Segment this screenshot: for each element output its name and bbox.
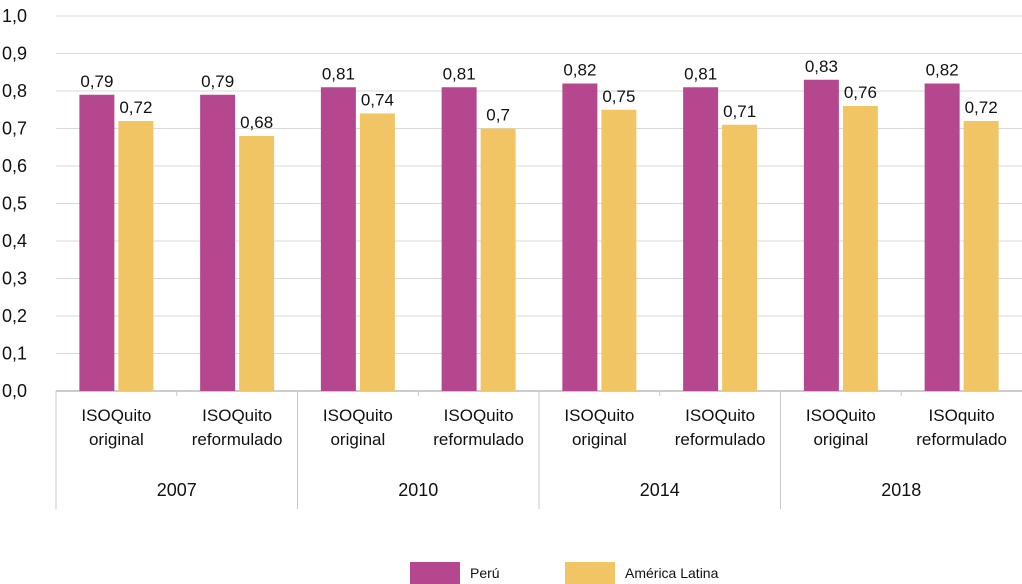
year-label: 2007: [157, 480, 197, 500]
y-tick-label: 0,0: [2, 381, 27, 401]
data-label: 0,76: [844, 83, 877, 102]
data-label: 0,74: [361, 91, 394, 110]
y-tick-label: 0,7: [2, 119, 27, 139]
legend-swatch-america-latina: [565, 562, 615, 584]
x-tick-label: ISOQuito: [806, 406, 876, 425]
data-label: 0,81: [684, 64, 717, 83]
y-tick-label: 0,8: [2, 81, 27, 101]
legend-label-peru: Perú: [470, 565, 500, 581]
legend-item-peru: Perú: [410, 562, 500, 584]
bar: [359, 113, 395, 391]
x-tick-label: original: [572, 430, 627, 449]
x-tick-label: reformulado: [675, 430, 766, 449]
year-label: 2018: [881, 480, 921, 500]
y-tick-label: 0,6: [2, 156, 27, 176]
bar: [480, 128, 516, 391]
bar: [441, 87, 477, 391]
bar: [79, 94, 115, 391]
bar: [963, 121, 999, 391]
data-label: 0,81: [322, 64, 355, 83]
y-tick-label: 0,4: [2, 231, 27, 251]
y-tick-label: 1,0: [2, 6, 27, 26]
data-label: 0,71: [723, 102, 756, 121]
y-tick-label: 0,9: [2, 44, 27, 64]
bar-chart: 0,0 0,1 0,2 0,3 0,4 0,5 0,6 0,7 0,8 0,9 1,0 0,79 0,7…: [2, 6, 1022, 509]
data-label: 0,7: [486, 106, 510, 125]
y-tick-label: 0,3: [2, 269, 27, 289]
bar: [320, 87, 356, 391]
bar: [562, 83, 598, 391]
x-tick-label: ISOQuito: [323, 406, 393, 425]
legend-swatch-peru: [410, 562, 460, 584]
data-label: 0,68: [240, 113, 273, 132]
y-tick-label: 0,1: [2, 344, 27, 364]
x-tick-label: original: [813, 430, 868, 449]
bar: [239, 136, 275, 391]
x-tick-label: reformulado: [433, 430, 524, 449]
data-label: 0,75: [602, 87, 635, 106]
legend-label-america-latina: América Latina: [625, 565, 719, 581]
x-tick-label: original: [89, 430, 144, 449]
year-label: 2010: [398, 480, 438, 500]
bar: [722, 124, 758, 391]
data-label: 0,79: [80, 72, 113, 91]
x-tick-label: ISOQuito: [444, 406, 514, 425]
data-label: 0,81: [443, 64, 476, 83]
bar: [683, 87, 719, 391]
data-label: 0,82: [926, 61, 959, 80]
bar: [924, 83, 960, 391]
data-label: 0,83: [805, 57, 838, 76]
bar: [803, 79, 839, 391]
bar: [601, 109, 637, 391]
x-tick-label: reformulado: [916, 430, 1007, 449]
bar: [200, 94, 236, 391]
x-tick-label: ISOquito: [929, 406, 995, 425]
year-label: 2014: [640, 480, 680, 500]
data-label: 0,72: [965, 98, 998, 117]
y-tick-label: 0,5: [2, 194, 27, 214]
x-tick-label: reformulado: [192, 430, 283, 449]
data-label: 0,72: [119, 98, 152, 117]
bar: [842, 106, 878, 391]
x-tick-label: ISOQuito: [202, 406, 272, 425]
data-label: 0,82: [563, 61, 596, 80]
data-label: 0,79: [201, 72, 234, 91]
legend: Perú América Latina: [0, 562, 1022, 584]
legend-item-america-latina: América Latina: [565, 562, 718, 584]
x-tick-label: ISOQuito: [685, 406, 755, 425]
y-tick-label: 0,2: [2, 306, 27, 326]
x-tick-label: original: [330, 430, 385, 449]
x-tick-label: ISOQuito: [81, 406, 151, 425]
bar: [118, 121, 154, 391]
x-tick-label: ISOQuito: [564, 406, 634, 425]
